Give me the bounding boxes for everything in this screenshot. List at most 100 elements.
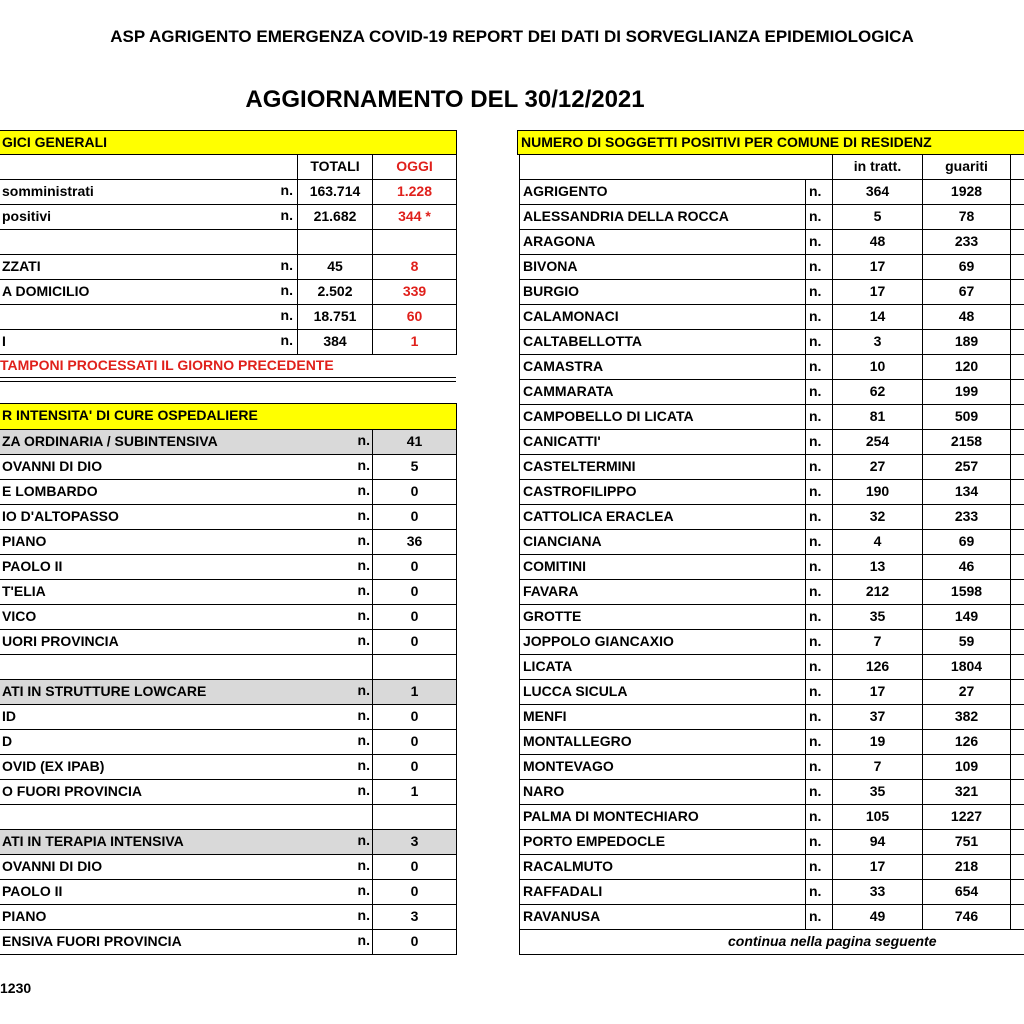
cut-cell [1010, 304, 1024, 330]
unit: n. [357, 532, 370, 548]
commune: MENFI [519, 704, 806, 730]
section-label: ATI IN STRUTTURE LOWCARE [0, 679, 373, 705]
recovered: 149 [922, 604, 1011, 630]
recovered: 126 [922, 729, 1011, 755]
cut-cell [1010, 254, 1024, 280]
section-value: 1 [372, 679, 457, 705]
recovered: 78 [922, 204, 1011, 230]
recovered: 382 [922, 704, 1011, 730]
commune: CALAMONACI [519, 304, 806, 330]
cut-cell [1010, 229, 1024, 255]
empty-cell [297, 229, 373, 255]
row-label: PAOLO II [0, 879, 373, 905]
unit: n. [357, 507, 370, 523]
commune: RAVANUSA [519, 904, 806, 930]
commune: RAFFADALI [519, 879, 806, 905]
cut-cell [1010, 704, 1024, 730]
unit: n. [805, 179, 833, 205]
in-treatment: 48 [832, 229, 923, 255]
in-treatment: 364 [832, 179, 923, 205]
in-treatment: 17 [832, 679, 923, 705]
recovered: 109 [922, 754, 1011, 780]
unit: n. [805, 779, 833, 805]
row-label [0, 229, 298, 255]
unit: n. [280, 182, 293, 198]
commune: CIANCIANA [519, 529, 806, 555]
row-label: ZZATI [0, 254, 298, 280]
row-label: VICO [0, 604, 373, 630]
unit: n. [805, 604, 833, 630]
total: 163.714 [297, 179, 373, 205]
commune: ARAGONA [519, 229, 806, 255]
cut-cell [1010, 529, 1024, 555]
cut-cell [1010, 904, 1024, 930]
commune: CAMPOBELLO DI LICATA [519, 404, 806, 430]
commune: CANICATTI' [519, 429, 806, 455]
row-label: UORI PROVINCIA [0, 629, 373, 655]
cut-cell [1010, 804, 1024, 830]
row-label: PIANO [0, 529, 373, 555]
unit: n. [357, 707, 370, 723]
column-header: in tratt. [832, 154, 923, 180]
recovered: 233 [922, 504, 1011, 530]
recovered: 218 [922, 854, 1011, 880]
table-title: R INTENSITA' DI CURE OSPEDALIERE [0, 403, 457, 430]
total: 18.751 [297, 304, 373, 330]
value: 0 [372, 554, 457, 580]
cut-cell [1010, 354, 1024, 380]
commune: ALESSANDRIA DELLA ROCCA [519, 204, 806, 230]
unit: n. [805, 329, 833, 355]
value: 1 [372, 779, 457, 805]
in-treatment: 254 [832, 429, 923, 455]
recovered: 509 [922, 404, 1011, 430]
row-label: T'ELIA [0, 579, 373, 605]
commune: BIVONA [519, 254, 806, 280]
empty-cell [372, 654, 457, 680]
in-treatment: 5 [832, 204, 923, 230]
unit: n. [805, 879, 833, 905]
recovered: 59 [922, 629, 1011, 655]
value: 0 [372, 879, 457, 905]
total: 21.682 [297, 204, 373, 230]
recovered: 1227 [922, 804, 1011, 830]
unit: n. [805, 279, 833, 305]
row-label [0, 304, 298, 330]
value: 0 [372, 754, 457, 780]
cut-cell [1010, 554, 1024, 580]
in-treatment: 19 [832, 729, 923, 755]
unit: n. [805, 654, 833, 680]
in-treatment: 13 [832, 554, 923, 580]
cut-cell [1010, 404, 1024, 430]
unit: n. [357, 907, 370, 923]
value: 0 [372, 929, 457, 955]
value: 0 [372, 704, 457, 730]
in-treatment: 62 [832, 379, 923, 405]
row-label: ENSIVA FUORI PROVINCIA [0, 929, 373, 955]
recovered: 233 [922, 229, 1011, 255]
total: 2.502 [297, 279, 373, 305]
in-treatment: 27 [832, 454, 923, 480]
cut-cell [1010, 329, 1024, 355]
row-label: ID [0, 704, 373, 730]
row-label: IO D'ALTOPASSO [0, 504, 373, 530]
column-header: guariti [922, 154, 1011, 180]
unit: n. [357, 582, 370, 598]
unit: n. [805, 629, 833, 655]
cut-cell [1010, 479, 1024, 505]
row-label: positivi [0, 204, 298, 230]
unit: n. [805, 729, 833, 755]
recovered: 654 [922, 879, 1011, 905]
commune: CASTROFILIPPO [519, 479, 806, 505]
commune: MONTALLEGRO [519, 729, 806, 755]
commune: CAMASTRA [519, 354, 806, 380]
report-title: ASP AGRIGENTO EMERGENZA COVID-19 REPORT … [110, 27, 914, 46]
commune: CALTABELLOTTA [519, 329, 806, 355]
unit: n. [280, 207, 293, 223]
commune: JOPPOLO GIANCAXIO [519, 629, 806, 655]
value: 0 [372, 479, 457, 505]
commune: NARO [519, 779, 806, 805]
cut-cell [1010, 179, 1024, 205]
commune: MONTEVAGO [519, 754, 806, 780]
recovered: 1928 [922, 179, 1011, 205]
value: 0 [372, 579, 457, 605]
